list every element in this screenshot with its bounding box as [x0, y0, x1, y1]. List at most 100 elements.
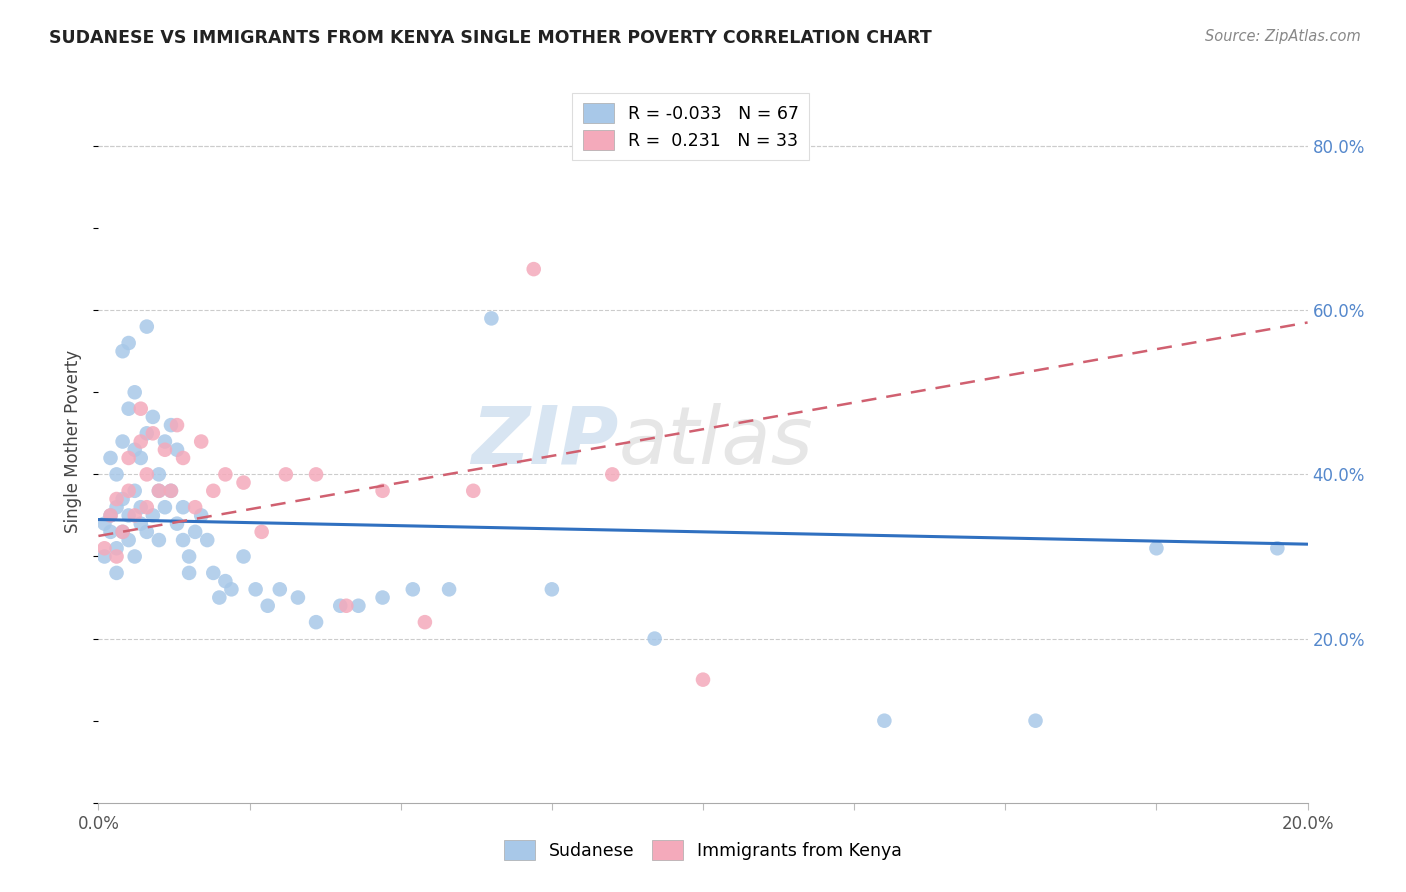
Point — [305, 467, 328, 482]
Point — [172, 500, 194, 515]
Point — [129, 401, 152, 416]
Point — [160, 418, 183, 433]
Point — [1267, 541, 1289, 556]
Point — [135, 319, 157, 334]
Point — [250, 524, 273, 539]
Point — [166, 442, 188, 457]
Point — [179, 549, 201, 564]
Point — [402, 582, 425, 597]
Point — [347, 599, 370, 613]
Point — [190, 508, 212, 523]
Point — [232, 475, 254, 490]
Point — [111, 524, 134, 539]
Point — [160, 483, 183, 498]
Point — [124, 508, 146, 523]
Point — [208, 591, 231, 605]
Point — [245, 582, 267, 597]
Point — [100, 450, 122, 465]
Point — [463, 483, 485, 498]
Point — [118, 450, 141, 465]
Point — [105, 500, 128, 515]
Point — [148, 483, 170, 498]
Point — [105, 491, 128, 506]
Point — [172, 450, 194, 465]
Point — [142, 409, 165, 424]
Point — [221, 582, 243, 597]
Point — [105, 467, 128, 482]
Point — [100, 508, 122, 523]
Point — [232, 549, 254, 564]
Point — [148, 483, 170, 498]
Point — [100, 508, 122, 523]
Text: ZIP: ZIP — [471, 402, 619, 481]
Point — [153, 442, 176, 457]
Point — [184, 524, 207, 539]
Point — [93, 516, 115, 531]
Point — [124, 442, 146, 457]
Point — [135, 426, 157, 441]
Point — [1024, 714, 1046, 728]
Point — [166, 418, 188, 433]
Point — [184, 500, 207, 515]
Point — [111, 344, 134, 359]
Point — [124, 549, 146, 564]
Point — [111, 524, 134, 539]
Point — [329, 599, 352, 613]
Point — [1144, 541, 1167, 556]
Point — [335, 599, 357, 613]
Text: atlas: atlas — [619, 402, 813, 481]
Point — [135, 467, 157, 482]
Point — [305, 615, 328, 630]
Point — [118, 508, 141, 523]
Point — [142, 426, 165, 441]
Point — [129, 500, 152, 515]
Point — [287, 591, 309, 605]
Point — [371, 591, 394, 605]
Point — [166, 516, 188, 531]
Point — [118, 336, 141, 351]
Point — [93, 541, 115, 556]
Legend: R = -0.033   N = 67, R =  0.231   N = 33: R = -0.033 N = 67, R = 0.231 N = 33 — [572, 93, 810, 161]
Legend: Sudanese, Immigrants from Kenya: Sudanese, Immigrants from Kenya — [496, 833, 910, 867]
Point — [105, 549, 128, 564]
Point — [111, 434, 134, 449]
Point — [160, 483, 183, 498]
Point — [129, 434, 152, 449]
Point — [129, 450, 152, 465]
Point — [111, 491, 134, 506]
Point — [202, 483, 225, 498]
Point — [371, 483, 394, 498]
Point — [481, 311, 503, 326]
Point — [602, 467, 624, 482]
Point — [214, 467, 236, 482]
Point — [153, 500, 176, 515]
Text: Source: ZipAtlas.com: Source: ZipAtlas.com — [1205, 29, 1361, 44]
Point — [195, 533, 218, 547]
Point — [105, 541, 128, 556]
Point — [644, 632, 666, 646]
Point — [129, 516, 152, 531]
Point — [437, 582, 460, 597]
Point — [124, 483, 146, 498]
Point — [100, 524, 122, 539]
Point — [179, 566, 201, 580]
Point — [873, 714, 896, 728]
Point — [172, 533, 194, 547]
Point — [148, 467, 170, 482]
Point — [214, 574, 236, 588]
Y-axis label: Single Mother Poverty: Single Mother Poverty — [65, 350, 83, 533]
Point — [413, 615, 436, 630]
Point — [190, 434, 212, 449]
Point — [269, 582, 291, 597]
Point — [142, 508, 165, 523]
Point — [148, 533, 170, 547]
Point — [135, 524, 157, 539]
Point — [202, 566, 225, 580]
Point — [118, 483, 141, 498]
Point — [118, 401, 141, 416]
Point — [256, 599, 278, 613]
Point — [124, 385, 146, 400]
Point — [105, 566, 128, 580]
Point — [523, 262, 546, 277]
Point — [153, 434, 176, 449]
